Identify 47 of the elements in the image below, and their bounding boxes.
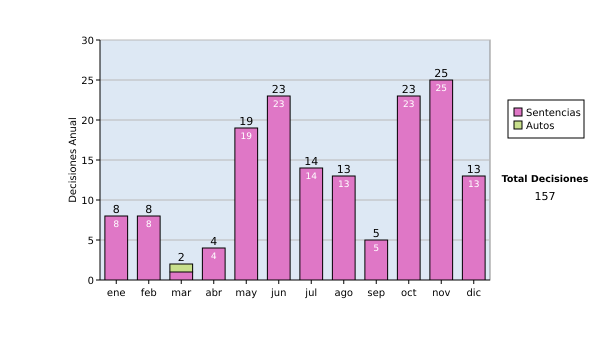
total-label: 8 [112, 203, 120, 216]
text: Total Decisiones [502, 174, 589, 185]
total-label: 23 [402, 83, 416, 96]
total-label: 2 [178, 251, 185, 264]
data-label: 4 [210, 252, 217, 262]
total-label: 13 [336, 163, 351, 176]
x-tick-label: dic [466, 288, 482, 299]
total-label: 23 [272, 83, 286, 96]
total-label: 8 [145, 203, 152, 216]
y-axis-title: Decisiones Anual [68, 117, 79, 203]
y-tick-label: 15 [81, 156, 94, 167]
x-tick-label: jul [304, 288, 318, 299]
x-tick-label: abr [205, 288, 223, 299]
data-label: 19 [240, 132, 252, 142]
y-tick-label: 30 [81, 36, 94, 47]
y-tick-label: 10 [81, 196, 94, 207]
x-tick-label: jun [270, 288, 286, 299]
y-tick-label: 0 [88, 276, 94, 287]
total-label: 13 [466, 163, 481, 176]
total-label: 4 [210, 235, 218, 248]
y-tick-label: 25 [81, 76, 94, 87]
total-label: 25 [434, 67, 448, 80]
x-tick-label: ene [106, 288, 126, 299]
y-tick-label: 20 [81, 116, 94, 127]
text: 157 [534, 190, 556, 203]
data-label: 23 [403, 100, 414, 110]
x-tick-label: nov [432, 288, 451, 299]
x-tick-label: may [235, 288, 258, 299]
data-label: 13 [338, 180, 350, 190]
total-label: 19 [239, 115, 254, 128]
legend-label: Autos [526, 121, 554, 132]
data-label: 13 [468, 180, 480, 190]
data-label: 8 [146, 220, 152, 230]
y-tick-label: 5 [88, 236, 94, 247]
total-label: 5 [372, 227, 380, 240]
x-tick-label: ago [334, 288, 354, 299]
data-label: 14 [306, 172, 318, 182]
data-label: 25 [436, 84, 447, 94]
legend-label: Sentencias [526, 108, 581, 119]
data-label: 8 [113, 220, 120, 230]
x-tick-label: sep [367, 288, 386, 299]
data-label: 5 [373, 244, 380, 254]
x-tick-label: feb [140, 288, 157, 299]
data-label: 23 [273, 100, 284, 110]
total-label: 14 [304, 155, 318, 168]
x-tick-label: mar [171, 288, 192, 299]
x-tick-label: oct [400, 288, 417, 299]
